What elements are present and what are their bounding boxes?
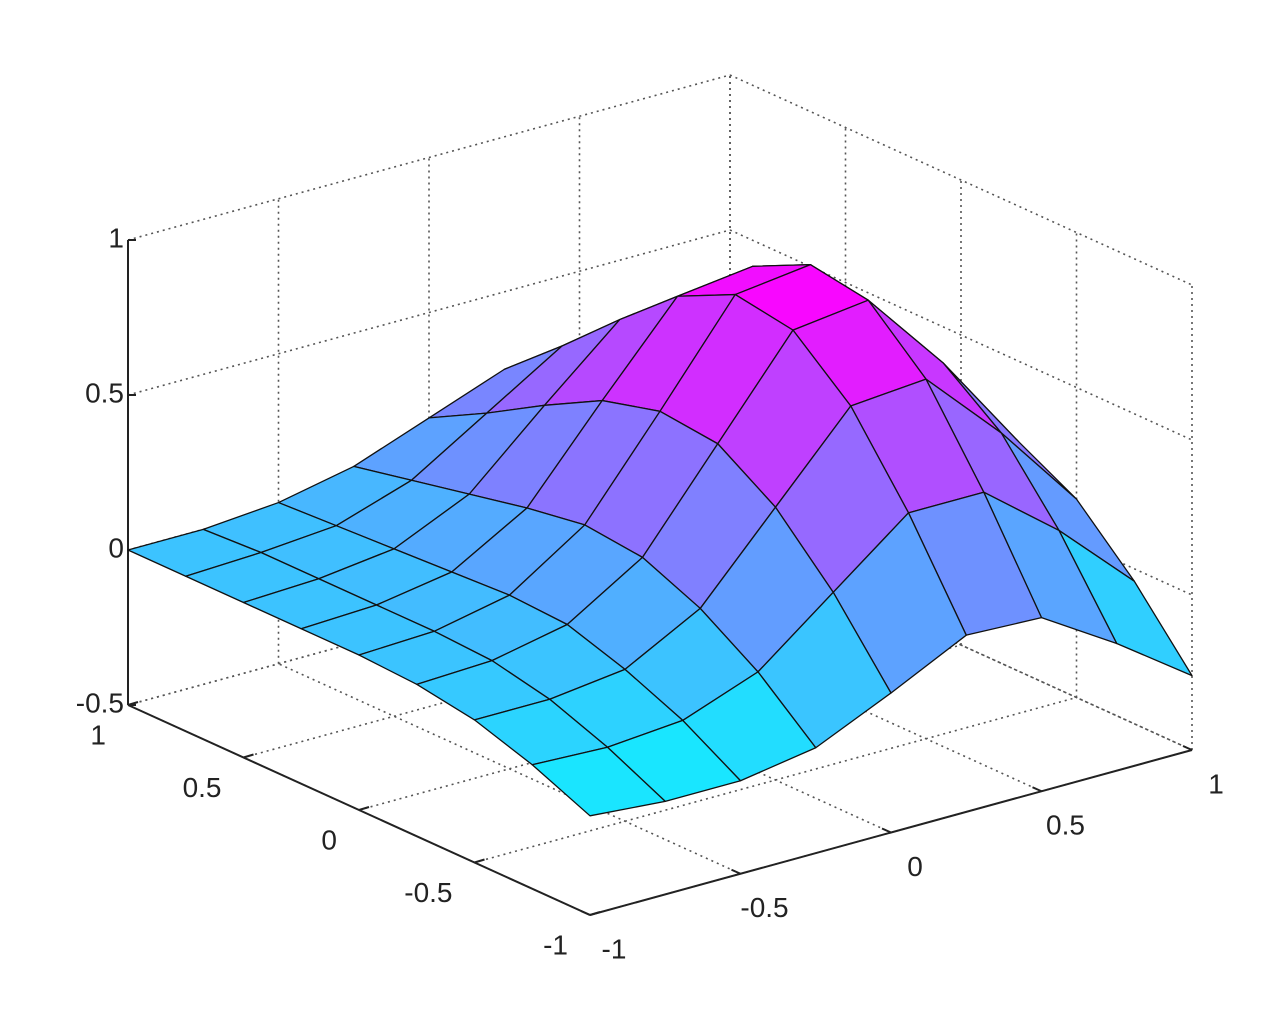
x-tick-label: 0.5 (1046, 810, 1085, 841)
grid-line (127, 229, 731, 396)
y-tick-label: -1 (543, 929, 568, 960)
x-tick (580, 910, 591, 916)
grid-line (474, 696, 1077, 864)
x-tick (1182, 745, 1193, 751)
z-tick-label: 1 (108, 222, 124, 253)
y-tick-label: 0.5 (183, 772, 222, 803)
grid-line (729, 74, 1193, 286)
grid-line (127, 74, 731, 241)
y-tick (358, 806, 370, 811)
z-tick-label: -0.5 (76, 687, 124, 718)
z-tick-label: 0.5 (85, 377, 124, 408)
y-tick (589, 911, 601, 916)
y-tick (127, 701, 139, 706)
x-tick (881, 827, 892, 834)
y-tick-label: 1 (90, 719, 106, 750)
surface-face (531, 746, 666, 817)
y-tick (474, 858, 485, 864)
x-tick-label: 1 (1208, 768, 1224, 799)
x-tick (731, 868, 741, 875)
y-tick (243, 753, 254, 759)
y-tick-label: -0.5 (404, 877, 452, 908)
z-tick-label: 0 (108, 532, 124, 563)
x-tick-label: 0 (907, 851, 923, 882)
x-tick-label: -1 (602, 933, 627, 964)
x-tick-label: -0.5 (740, 892, 788, 923)
y-tick-label: 0 (321, 824, 337, 855)
x-tick (1032, 786, 1042, 793)
